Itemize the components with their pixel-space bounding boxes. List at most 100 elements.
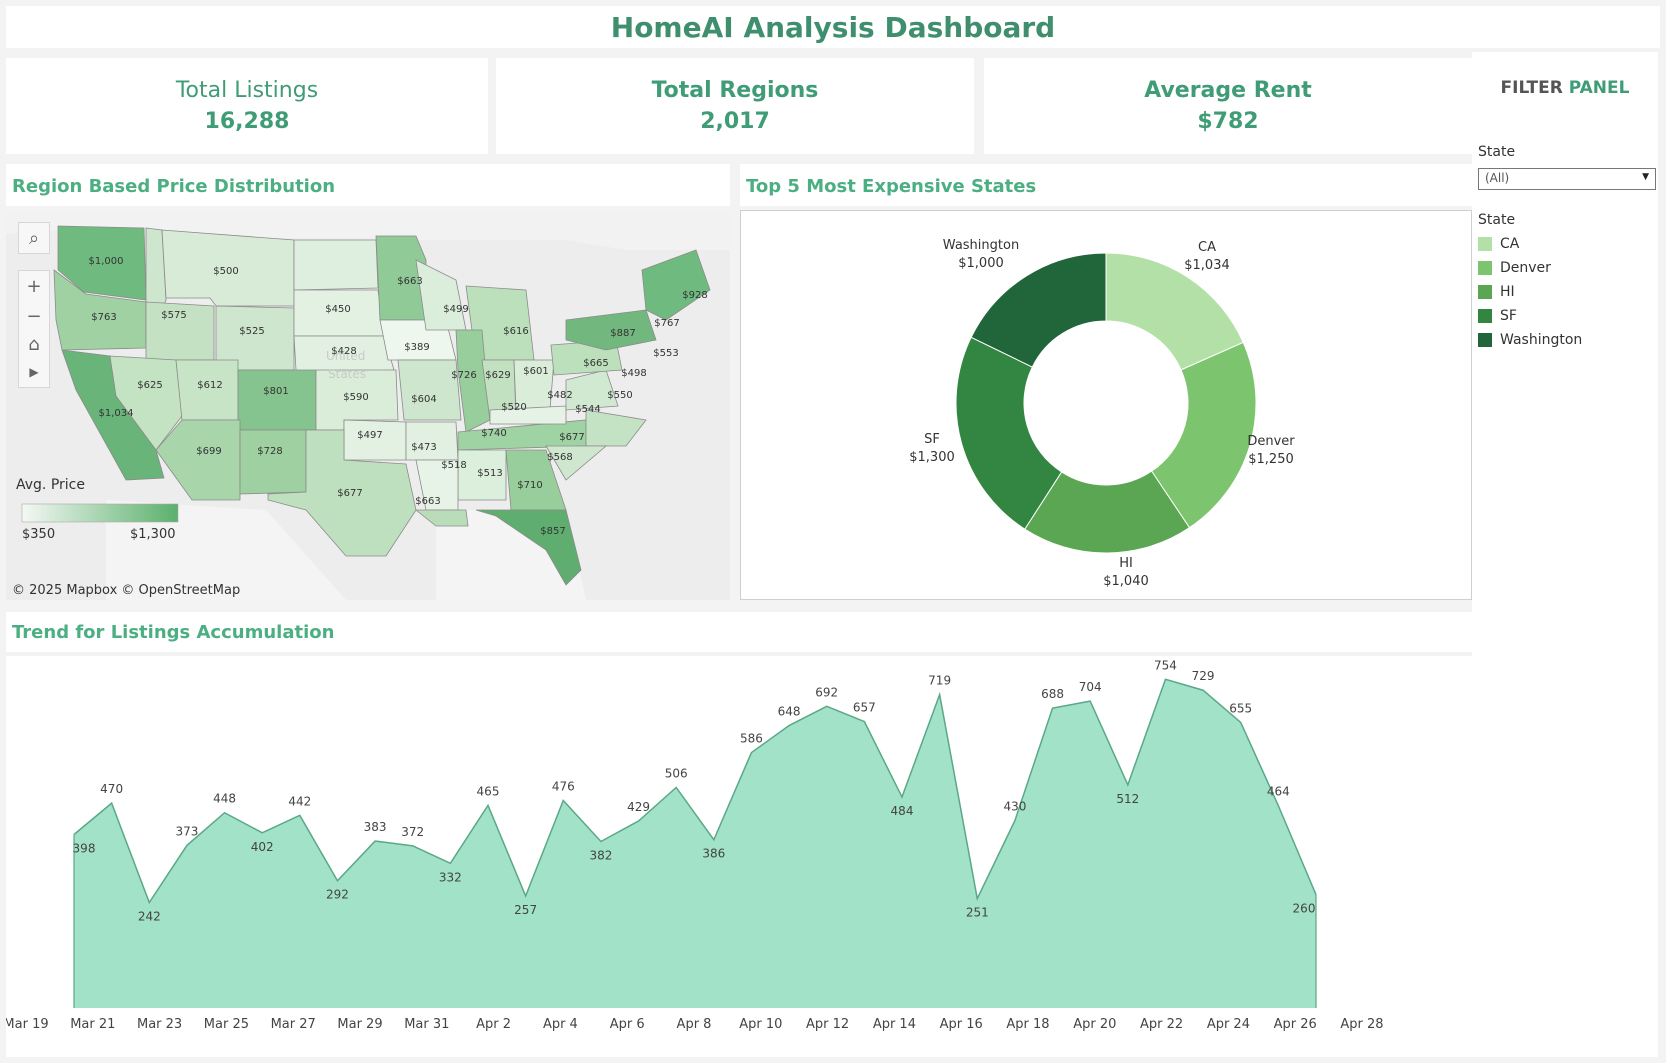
state-filter-dropdown[interactable]: (All) ▼ bbox=[1478, 168, 1656, 190]
trend-data-label: 260 bbox=[1293, 902, 1316, 916]
trend-chart: 398 470 242 373 448 402 442 292 383 372 332 465 257 4… bbox=[3, 658, 1383, 1032]
trend-data-label: 484 bbox=[891, 804, 914, 818]
trend-x-tick-label: Mar 21 bbox=[70, 1017, 115, 1032]
map-section-title: Region Based Price Distribution bbox=[12, 176, 336, 197]
donut-category-label: HI bbox=[1119, 556, 1133, 571]
map-region-label: $677 bbox=[559, 432, 584, 443]
map-region-label: $677 bbox=[337, 488, 362, 499]
map-region-label: $473 bbox=[411, 442, 436, 453]
country-label-1: United bbox=[326, 349, 365, 363]
map-region-label: $801 bbox=[263, 386, 288, 397]
map-region-label: $625 bbox=[137, 380, 162, 391]
trend-data-label: 719 bbox=[928, 674, 951, 688]
donut-category-label: CA bbox=[1198, 240, 1216, 255]
legend-swatch bbox=[1478, 309, 1492, 323]
trend-x-tick-label: Apr 26 bbox=[1274, 1017, 1317, 1032]
map-region-label: $518 bbox=[441, 460, 466, 471]
map-region-label: $482 bbox=[547, 390, 572, 401]
donut-category-label: Denver bbox=[1247, 434, 1295, 449]
legend-item-ca[interactable]: CA bbox=[1478, 236, 1519, 252]
kpi-label: Average Rent bbox=[1144, 78, 1312, 103]
kpi-value: $782 bbox=[1197, 109, 1259, 134]
donut-title-bar: Top 5 Most Expensive States bbox=[740, 164, 1472, 206]
map-region-label: $450 bbox=[325, 304, 350, 315]
kpi-label: Total Listings bbox=[175, 78, 319, 103]
donut-chart-panel: CA $1,034 Denver $1,250 HI $1,040 SF $1,300 Wash… bbox=[740, 210, 1472, 600]
trend-title-bar: Trend for Listings Accumulation bbox=[6, 612, 1472, 652]
donut-slice-washington[interactable] bbox=[970, 252, 1107, 368]
trend-data-label: 729 bbox=[1192, 669, 1215, 683]
map-region-label: $1,000 bbox=[89, 256, 124, 267]
map-region-label: $604 bbox=[411, 394, 436, 405]
map-region-label: $525 bbox=[239, 326, 264, 337]
map-region-label: $665 bbox=[583, 358, 608, 369]
trend-data-label: 383 bbox=[364, 820, 387, 834]
legend-label: CA bbox=[1500, 236, 1520, 252]
trend-data-label: 332 bbox=[439, 870, 462, 884]
donut-value-label: $1,040 bbox=[1103, 574, 1149, 589]
legend-label: Washington bbox=[1500, 332, 1583, 348]
donut-value-label: $1,300 bbox=[909, 450, 955, 465]
filter-title-part2: PANEL bbox=[1568, 78, 1630, 98]
trend-data-label: 648 bbox=[778, 705, 801, 719]
trend-x-tick-label: Mar 25 bbox=[204, 1017, 249, 1032]
map-region-label: $616 bbox=[503, 326, 528, 337]
map-zoom-out-button[interactable]: − bbox=[18, 300, 50, 332]
legend-item-denver[interactable]: Denver bbox=[1478, 260, 1551, 276]
map-region-label: $389 bbox=[404, 342, 429, 353]
donut-slice-sf[interactable] bbox=[955, 336, 1063, 530]
map-play-button[interactable]: ▶ bbox=[18, 356, 50, 388]
trend-data-label: 704 bbox=[1079, 680, 1102, 694]
trend-x-tick-label: Apr 4 bbox=[543, 1017, 578, 1032]
trend-data-label: 402 bbox=[251, 840, 274, 854]
map-canvas: United States $1,000 $500 $663 $928 $763 $575… bbox=[6, 210, 730, 600]
donut-slice-hi[interactable] bbox=[1024, 470, 1191, 554]
trend-x-tick-label: Apr 18 bbox=[1006, 1017, 1049, 1032]
map-region-label: $498 bbox=[621, 368, 646, 379]
dashboard-title: HomeAI Analysis Dashboard bbox=[610, 10, 1056, 44]
trend-data-label: 382 bbox=[589, 848, 612, 862]
state-filter-label: State bbox=[1478, 144, 1516, 160]
trend-data-label: 512 bbox=[1116, 792, 1139, 806]
legend-item-hi[interactable]: HI bbox=[1478, 284, 1515, 300]
trend-x-tick-label: Mar 23 bbox=[137, 1017, 182, 1032]
legend-label: SF bbox=[1500, 308, 1517, 324]
legend-label: HI bbox=[1500, 284, 1515, 300]
map-search-button[interactable]: ⌕ bbox=[18, 222, 50, 254]
trend-chart-panel: 398 470 242 373 448 402 442 292 383 372 332 465 257 4… bbox=[3, 656, 1472, 1057]
map-region-label: $497 bbox=[357, 430, 382, 441]
map-region-label: $629 bbox=[485, 370, 510, 381]
trend-data-label: 464 bbox=[1267, 785, 1290, 799]
kpi-average-rent: Average Rent $782 bbox=[984, 58, 1472, 154]
price-map[interactable]: United States $1,000 $500 $663 $928 $763 $575… bbox=[6, 210, 730, 600]
legend-item-washington[interactable]: Washington bbox=[1478, 332, 1582, 348]
trend-data-label: 373 bbox=[175, 824, 198, 838]
legend-item-sf[interactable]: SF bbox=[1478, 308, 1517, 324]
map-region-label: $520 bbox=[501, 402, 526, 413]
trend-x-tick-label: Apr 24 bbox=[1207, 1017, 1250, 1032]
trend-data-label: 257 bbox=[514, 903, 537, 917]
plus-icon: + bbox=[26, 276, 42, 297]
search-icon: ⌕ bbox=[28, 227, 40, 249]
trend-x-tick-label: Apr 28 bbox=[1340, 1017, 1383, 1032]
donut-value-label: $1,250 bbox=[1248, 452, 1294, 467]
map-legend-max: $1,300 bbox=[130, 527, 176, 542]
donut-chart: CA $1,034 Denver $1,250 HI $1,040 SF $1,300 Wash… bbox=[909, 238, 1295, 589]
legend-swatch bbox=[1478, 285, 1492, 299]
kpi-value: 2,017 bbox=[700, 109, 770, 134]
filter-panel-title: FILTER PANEL bbox=[1472, 78, 1658, 98]
map-title-bar: Region Based Price Distribution bbox=[6, 164, 730, 206]
donut-category-label: Washington bbox=[943, 238, 1019, 253]
map-region-label: $601 bbox=[523, 366, 548, 377]
map-region-label: $553 bbox=[653, 348, 678, 359]
map-region-label: $740 bbox=[481, 428, 506, 439]
trend-data-label: 429 bbox=[627, 800, 650, 814]
map-region-label: $767 bbox=[654, 318, 679, 329]
map-region-label: $544 bbox=[575, 404, 600, 415]
donut-slice-denver[interactable] bbox=[1150, 341, 1257, 529]
map-zoom-in-button[interactable]: + bbox=[18, 270, 50, 302]
map-home-button[interactable]: ⌂ bbox=[18, 328, 50, 360]
trend-data-label: 430 bbox=[1003, 800, 1026, 814]
trend-data-label: 657 bbox=[853, 701, 876, 715]
trend-x-tick-label: Apr 12 bbox=[806, 1017, 849, 1032]
